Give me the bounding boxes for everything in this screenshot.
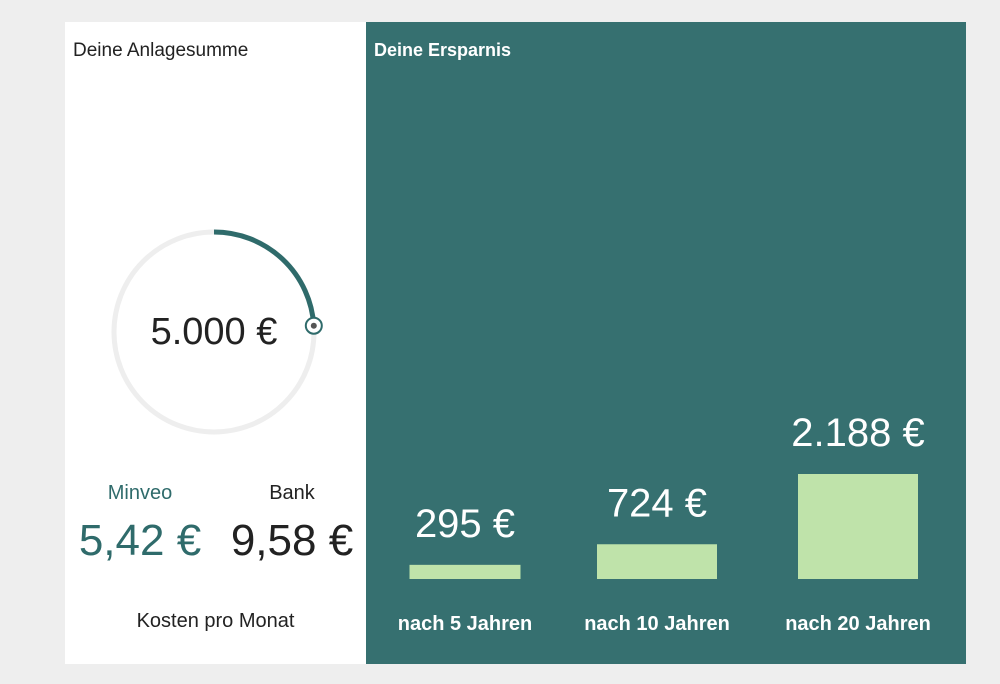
investment-amount-value: 5.000 € [150, 310, 278, 353]
savings-category-label-2: nach 10 Jahren [584, 613, 730, 635]
savings-category-label-1: nach 5 Jahren [398, 613, 533, 635]
bank-cost: Bank 9,58 € [217, 482, 367, 566]
investment-amount-dial[interactable]: 5.000 € [109, 227, 329, 447]
savings-value-label-3: 2.188 € [791, 411, 924, 455]
savings-bar-3 [798, 474, 918, 579]
dial-handle-dot [310, 322, 317, 329]
savings-chart-svg: 295 € nach 5 Jahren 724 € nach 10 Jahren 2.1… [398, 411, 931, 635]
investment-panel-title: Deine Anlagesumme [73, 40, 249, 61]
dial-arc [213, 229, 317, 326]
bank-label: Bank [269, 482, 315, 504]
savings-bar-1 [409, 564, 521, 579]
savings-category-label-3: nach 20 Jahren [785, 613, 931, 635]
savings-bar-chart: 295 € nach 5 Jahren 724 € nach 10 Jahren 2.1… [366, 22, 966, 664]
dial-handle[interactable] [304, 316, 323, 335]
minveo-cost-value: 5,42 € [78, 516, 202, 565]
savings-bar-2 [597, 544, 717, 579]
savings-value-label-2: 724 € [607, 481, 707, 525]
minveo-label: Minveo [107, 482, 173, 504]
monthly-cost-caption: Kosten pro Monat [136, 610, 295, 632]
savings-value-label-1: 295 € [415, 502, 515, 546]
dial-graphic [111, 229, 323, 435]
bank-cost-value: 9,58 € [230, 516, 354, 565]
minveo-cost: Minveo 5,42 € [65, 482, 215, 566]
savings-panel-title: Deine Ersparnis [374, 40, 512, 60]
investment-panel: Deine Anlagesumme 5.000 € Minveo 5,42 € … [65, 22, 366, 664]
savings-panel: Deine Ersparnis 295 € nach 5 Jahren 724 € n… [366, 22, 966, 664]
